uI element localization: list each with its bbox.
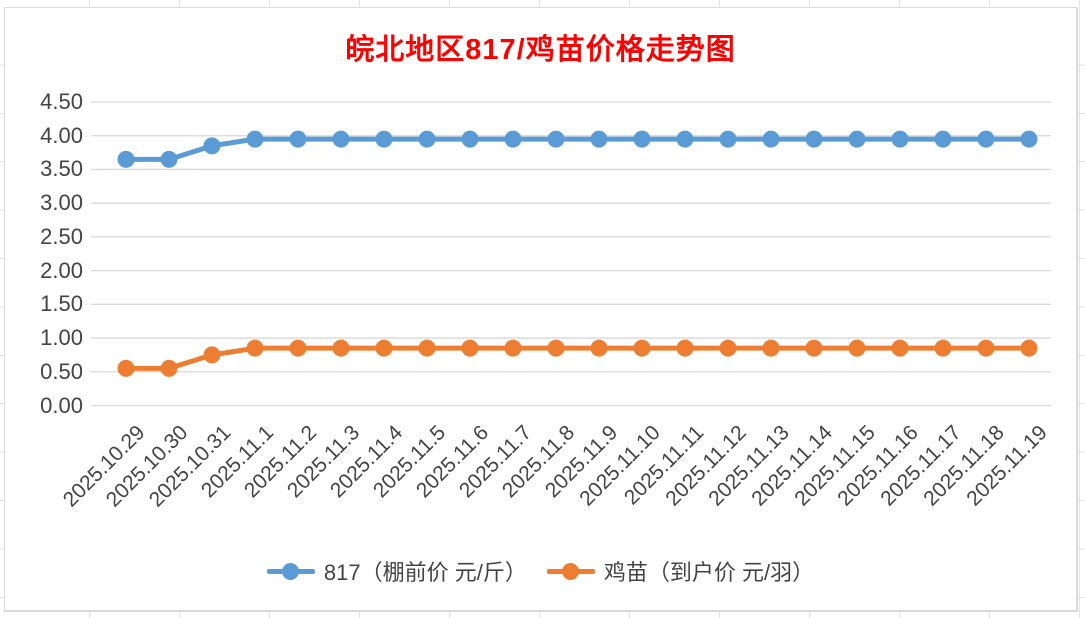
chart-object[interactable]: 皖北地区817/鸡苗价格走势图 0.00 0.50 1.00 1.50 2.00 2.50… (4, 7, 1078, 612)
data-point (719, 339, 737, 357)
legend-line-marker-icon (546, 562, 595, 580)
data-point (762, 339, 780, 357)
data-point (332, 130, 350, 148)
data-point (719, 130, 737, 148)
data-point (1020, 339, 1038, 357)
data-point (805, 130, 823, 148)
chart-title: 皖北地区817/鸡苗价格走势图 (345, 34, 736, 66)
y-tick-label: 0.00 (40, 392, 83, 418)
legend-entry: 817（棚前价 元/斤） (266, 555, 527, 587)
data-point (590, 339, 608, 357)
data-point (547, 130, 565, 148)
data-point (805, 339, 823, 357)
legend-label: 817（棚前价 元/斤） (323, 560, 527, 585)
data-point (977, 339, 995, 357)
data-point (246, 339, 264, 357)
data-point (977, 130, 995, 148)
y-tick-label: 1.00 (40, 325, 83, 351)
data-point (633, 130, 651, 148)
data-point (633, 339, 651, 357)
data-point (160, 150, 178, 168)
data-point (1020, 130, 1038, 148)
data-point (289, 339, 307, 357)
y-tick-label: 2.00 (40, 257, 83, 283)
data-point (590, 130, 608, 148)
data-point (461, 130, 479, 148)
data-point (676, 339, 694, 357)
series-line (123, 136, 1032, 162)
y-tick-label: 4.00 (40, 122, 83, 148)
data-point (246, 130, 264, 148)
data-point (289, 130, 307, 148)
series-line (123, 345, 1032, 371)
data-point (504, 130, 522, 148)
y-tick-label: 2.50 (40, 223, 83, 249)
data-point (418, 339, 436, 357)
data-point (203, 346, 221, 364)
data-point (676, 130, 694, 148)
data-point (504, 339, 522, 357)
data-point (117, 150, 135, 168)
plot-area (91, 101, 1051, 407)
y-tick-label: 3.00 (40, 190, 83, 216)
data-point (117, 359, 135, 377)
data-point (375, 339, 393, 357)
data-point (332, 339, 350, 357)
y-tick-label: 3.50 (40, 156, 83, 182)
data-point (848, 339, 866, 357)
data-point (375, 130, 393, 148)
y-tick-label: 1.50 (40, 291, 83, 317)
data-point (934, 339, 952, 357)
data-point (934, 130, 952, 148)
data-point (160, 359, 178, 377)
data-point (891, 130, 909, 148)
legend-label: 鸡苗（到户价 元/羽） (603, 560, 815, 585)
data-point (418, 130, 436, 148)
y-tick-label: 0.50 (40, 358, 83, 384)
data-point (891, 339, 909, 357)
data-point (461, 339, 479, 357)
y-tick-label: 4.50 (40, 89, 83, 114)
legend: 817（棚前价 元/斤） 鸡苗（到户价 元/羽） (5, 556, 1076, 586)
data-point (762, 130, 780, 148)
data-point (203, 137, 221, 155)
data-point (547, 339, 565, 357)
legend-entry: 鸡苗（到户价 元/羽） (546, 555, 815, 587)
data-point (848, 130, 866, 148)
legend-line-marker-icon (266, 562, 315, 580)
